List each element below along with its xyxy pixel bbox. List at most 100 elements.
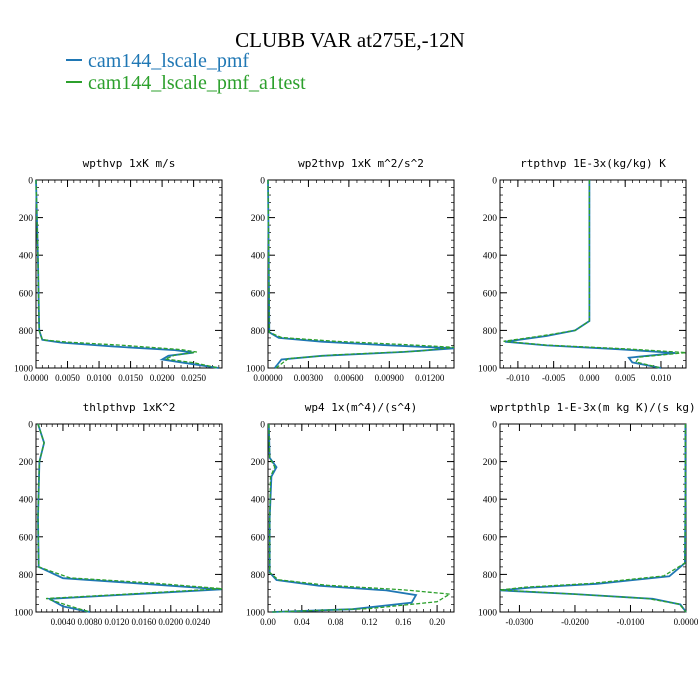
- y-tick-label: 1000: [246, 609, 265, 619]
- y-tick-label: 200: [251, 458, 266, 468]
- y-tick-label: 0: [28, 421, 33, 431]
- series-line-pmf: [504, 180, 676, 369]
- series-line-a1test: [268, 423, 452, 613]
- y-tick-label: 800: [483, 571, 498, 581]
- y-tick-label: 400: [19, 252, 34, 262]
- series-line-a1test: [499, 424, 687, 613]
- panel-title: thlpthvp 1xK^2: [83, 401, 176, 414]
- panel-title: wp2thvp 1xK m^2/s^2: [298, 157, 424, 170]
- y-tick-label: 800: [251, 327, 266, 337]
- y-tick-label: 200: [251, 214, 266, 224]
- legend-entry-a1test: cam144_lscale_pmf_a1test: [66, 72, 306, 95]
- chart-panel-5: wp4 1x(m^4)/(s^4) 0.00 0.04 0.08 0.12 0.16 0.2…: [246, 401, 455, 627]
- panel-title: rtpthvp 1E-3x(kg/kg) K: [520, 157, 666, 170]
- y-tick-label: 400: [483, 252, 498, 262]
- x-tick-label: 0.00300: [294, 373, 324, 383]
- panel-title: wp4 1x(m^4)/(s^4): [305, 401, 418, 414]
- series-line-a1test: [267, 179, 455, 369]
- y-tick-label: 400: [19, 496, 34, 506]
- x-tick-label: 0.0050: [55, 373, 80, 383]
- x-tick-label: 0.0240: [185, 617, 210, 627]
- plot-frame: [35, 179, 223, 369]
- chart-panel-6: wprtpthlp 1-E-3x(m kg K)/(s kg) -0.0300 -0…: [478, 401, 699, 627]
- x-tick-label: 0.08: [328, 617, 344, 627]
- y-tick-label: 600: [483, 289, 498, 299]
- legend-label: cam144_lscale_pmf: [88, 50, 250, 72]
- y-tick-label: 800: [19, 571, 34, 581]
- x-tick-label: 0.00000: [253, 373, 283, 383]
- y-tick-label: 600: [483, 533, 498, 543]
- y-tick-label: 0: [28, 177, 33, 187]
- x-tick-label: 0.010: [651, 373, 672, 383]
- legend-swatch: [66, 81, 82, 84]
- x-tick-label: -0.0100: [617, 617, 645, 627]
- x-tick-label: -0.010: [506, 373, 530, 383]
- y-tick-label: 0: [492, 421, 497, 431]
- y-tick-label: 200: [19, 458, 34, 468]
- series-line-a1test: [503, 180, 687, 369]
- plot-frame: [35, 423, 223, 613]
- x-tick-label: 0.16: [395, 617, 411, 627]
- y-tick-label: 800: [251, 571, 266, 581]
- x-tick-label: 0.0160: [131, 617, 156, 627]
- y-tick-label: 200: [483, 458, 498, 468]
- legend-swatch: [66, 59, 82, 62]
- chart-panel-2: wp2thvp 1xK m^2/s^2 0.00000 0.00300 0.00600…: [246, 157, 455, 383]
- y-tick-label: 1000: [14, 365, 33, 375]
- y-tick-label: 800: [483, 327, 498, 337]
- y-tick-label: 1000: [246, 365, 265, 375]
- x-tick-label: 0.0080: [78, 617, 103, 627]
- x-tick-label: 0.0250: [181, 373, 206, 383]
- series-line-a1test: [37, 423, 223, 613]
- x-tick-label: 0.12: [362, 617, 378, 627]
- legend-entry-pmf: cam144_lscale_pmf: [66, 50, 249, 73]
- x-tick-label: 0.0120: [104, 617, 129, 627]
- x-tick-label: 0.0100: [87, 373, 112, 383]
- y-tick-label: 0: [492, 177, 497, 187]
- plot-frame: [499, 179, 687, 369]
- y-tick-label: 600: [251, 533, 266, 543]
- chart-title: CLUBB VAR at275E,-12N: [235, 28, 465, 52]
- y-tick-label: 1000: [478, 365, 497, 375]
- x-tick-label: -0.0300: [506, 617, 534, 627]
- x-tick-label: 0.00900: [375, 373, 405, 383]
- chart-panel-4: thlpthvp 1xK^20.0040 0.0080 0.0120 0.0160 0.…: [14, 401, 223, 627]
- panel-title: wprtpthlp 1-E-3x(m kg K)/(s kg): [490, 401, 695, 414]
- series-line-pmf: [267, 179, 455, 369]
- x-tick-label: 0.04: [294, 617, 310, 627]
- x-tick-label: 0.005: [615, 373, 636, 383]
- x-tick-label: 0.00600: [334, 373, 364, 383]
- y-tick-label: 0: [260, 421, 265, 431]
- chart-panel-1: wpthvp 1xK m/s 0.0000 0.0050 0.0100 0.0150 0.…: [14, 157, 223, 383]
- plot-frame: [267, 423, 455, 613]
- x-tick-label: 0.0000: [24, 373, 49, 383]
- y-tick-label: 200: [19, 214, 34, 224]
- y-tick-label: 400: [483, 496, 498, 506]
- x-tick-label: 0.0200: [158, 617, 183, 627]
- x-tick-label: 0.0040: [51, 617, 76, 627]
- y-tick-label: 800: [19, 327, 34, 337]
- y-tick-label: 200: [483, 214, 498, 224]
- chart-panel-3: rtpthvp 1E-3x(kg/kg) K -0.010 -0.005 0.000 0…: [478, 157, 687, 383]
- y-tick-label: 1000: [478, 609, 497, 619]
- panel-title: wpthvp 1xK m/s: [83, 157, 176, 170]
- x-tick-label: -0.005: [542, 373, 566, 383]
- y-tick-label: 400: [251, 252, 266, 262]
- series-line-pmf: [35, 179, 219, 369]
- x-tick-label: 0.0200: [150, 373, 175, 383]
- x-tick-label: 0.000: [579, 373, 600, 383]
- x-tick-label: -0.0200: [561, 617, 589, 627]
- series-line-pmf: [267, 423, 418, 613]
- x-tick-label: 0.0150: [118, 373, 143, 383]
- y-tick-label: 600: [251, 289, 266, 299]
- series-line-pmf: [37, 423, 222, 613]
- y-tick-label: 0: [260, 177, 265, 187]
- y-tick-label: 400: [251, 496, 266, 506]
- legend-label: cam144_lscale_pmf_a1test: [88, 72, 306, 94]
- series-line-a1test: [35, 179, 219, 369]
- y-tick-label: 600: [19, 289, 34, 299]
- x-tick-label: 0.20: [429, 617, 445, 627]
- x-tick-label: 0.00: [260, 617, 276, 627]
- x-tick-label: 0.0000: [674, 617, 699, 627]
